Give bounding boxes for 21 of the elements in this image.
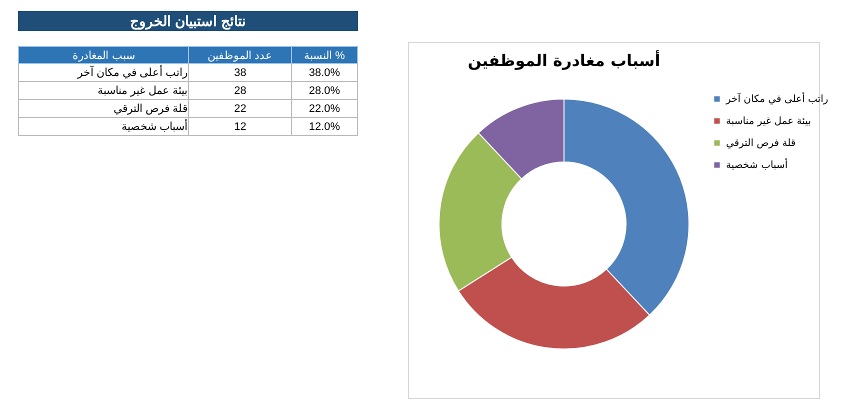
text: 12.0%: [291, 118, 358, 136]
text: عدد الموظفين: [188, 46, 292, 64]
legend-label: أسباب شخصية: [726, 158, 788, 171]
text: أسباب شخصية: [18, 118, 189, 136]
text: 28: [188, 82, 292, 100]
text: 38.0%: [291, 64, 358, 82]
text: راتب أعلى في مكان آخر: [18, 64, 189, 82]
text: 22.0%: [291, 100, 358, 118]
legend-label: بيئة عمل غير مناسبة: [726, 116, 811, 127]
text: بيئة عمل غير مناسبة: [18, 82, 189, 100]
text: 22: [188, 100, 292, 118]
text: قلة فرص الترقي: [18, 100, 189, 118]
text: 12: [188, 118, 292, 136]
text: 38: [188, 64, 292, 82]
text: النسبة %: [291, 46, 358, 64]
legend-label: قلة فرص الترقي: [726, 138, 796, 149]
chart-title: أسباب مغادرة الموظفين: [468, 50, 660, 70]
text: نتائج استبيان الخروج: [18, 11, 358, 31]
text: 28.0%: [291, 82, 358, 100]
text: سبب المغادرة: [18, 46, 189, 64]
legend-label: راتب أعلى في مكان آخر: [725, 92, 828, 105]
